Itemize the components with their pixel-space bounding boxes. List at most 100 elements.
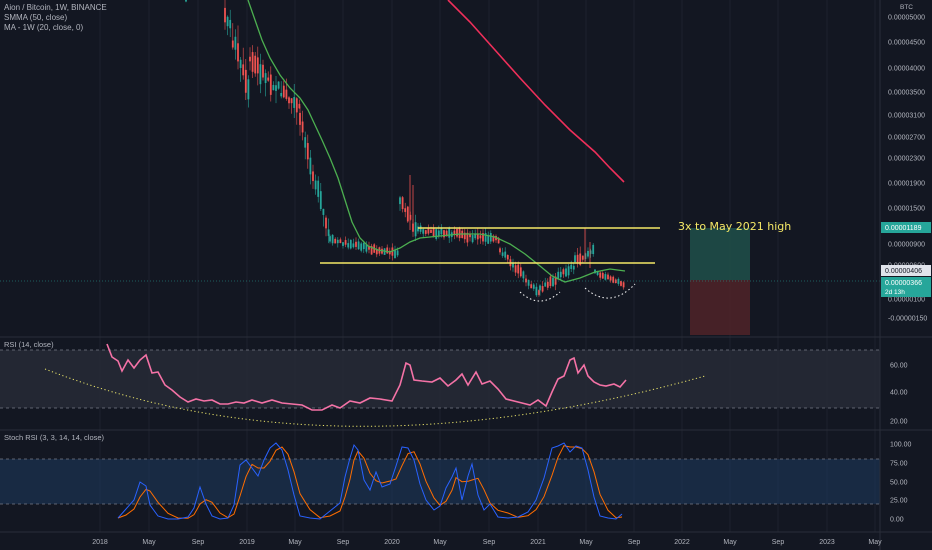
price-axis[interactable]: 0.00005000 0.00004500 0.00004000 0.00003500… — [888, 15, 927, 323]
candle-body — [432, 228, 435, 237]
candle-body — [482, 233, 484, 242]
candle-body — [312, 171, 314, 182]
time-tick-label: May — [142, 539, 156, 546]
candle-body — [512, 262, 514, 268]
candle-body — [306, 143, 309, 160]
candle-body — [474, 234, 477, 239]
stoch-tick-label: 50.00 — [890, 480, 908, 487]
stoch-tick-label: 0.00 — [890, 517, 904, 524]
candle-body — [601, 272, 604, 279]
time-tick-label: Sep — [628, 539, 641, 546]
last2-badge — [881, 277, 931, 297]
candle-body — [492, 235, 495, 242]
currency-label: BTC — [900, 4, 913, 11]
time-tick-label: 2021 — [530, 539, 546, 546]
candles — [185, 0, 625, 297]
candle-body — [589, 250, 592, 254]
candle-body — [525, 278, 527, 283]
candle-body — [259, 64, 262, 85]
candle-body — [544, 282, 547, 287]
candle-body — [399, 197, 401, 205]
target-zone[interactable] — [690, 228, 750, 280]
price-tick-label: 0.00001500 — [888, 206, 925, 213]
legend-title[interactable]: Aion / Bitcoin, 1W, BINANCE — [4, 3, 107, 12]
candle-body — [234, 36, 237, 50]
candle-body — [319, 191, 322, 210]
candle-body — [471, 235, 474, 243]
candle-body — [394, 250, 396, 259]
candle-body — [458, 228, 461, 239]
stop-zone[interactable] — [690, 280, 750, 335]
candle-body — [570, 264, 573, 269]
candle-body — [576, 254, 579, 263]
candle-body — [342, 242, 344, 246]
candle-body — [574, 255, 576, 263]
time-tick-label: Sep — [192, 539, 205, 546]
candle-body — [282, 85, 285, 98]
candle-body — [527, 279, 530, 286]
time-axis[interactable]: 2018 May Sep 2019 May Sep 2020 May Sep 2021 May Sep… — [92, 539, 882, 546]
annotation-text[interactable]: 3x to May 2021 high — [678, 220, 791, 233]
candle-body — [404, 208, 407, 212]
high-badge — [881, 222, 931, 233]
time-tick-label: Sep — [772, 539, 785, 546]
rsi-label[interactable]: RSI (14, close) — [4, 340, 54, 349]
stoch-tick-label: 75.00 — [890, 461, 908, 468]
candle-body — [430, 229, 432, 233]
candle-body — [549, 276, 552, 286]
candle-body — [487, 234, 490, 244]
price-tick-label: 0.00000900 — [888, 242, 925, 249]
candle-body — [360, 243, 363, 251]
stoch-axis[interactable]: 100.00 75.00 50.00 25.00 0.00 — [890, 442, 912, 524]
candle-body — [327, 229, 330, 236]
candle-body — [301, 121, 304, 133]
candle-body — [299, 112, 301, 125]
handle-arc — [584, 283, 636, 299]
candle-body — [277, 81, 280, 89]
candle-body — [538, 290, 540, 295]
candle-body — [579, 253, 582, 265]
candle-body — [554, 276, 557, 285]
candle-body — [499, 248, 501, 253]
candle-body — [552, 277, 554, 287]
candle-body — [541, 286, 544, 292]
candle-body — [489, 233, 492, 242]
legend-smma[interactable]: SMMA (50, close) — [4, 13, 68, 22]
candle-body — [557, 271, 560, 280]
legend: Aion / Bitcoin, 1W, BINANCE SMMA (50, cl… — [4, 3, 107, 33]
candle-body — [581, 255, 584, 260]
candle-body — [314, 180, 317, 190]
candle-body — [572, 265, 575, 270]
candle-body — [331, 234, 334, 244]
candle-body — [239, 59, 242, 68]
time-tick-label: May — [579, 539, 593, 546]
candle-body — [272, 84, 275, 91]
rsi-axis[interactable]: 60.00 40.00 20.00 — [890, 363, 908, 426]
stoch-label[interactable]: Stoch RSI (3, 3, 14, 14, close) — [4, 433, 105, 442]
candle-body — [417, 226, 419, 232]
candle-body — [293, 97, 296, 108]
candle-body — [317, 180, 320, 197]
candle-body — [231, 40, 234, 48]
legend-ma[interactable]: MA - 1W (20, close, 0) — [4, 23, 84, 32]
time-tick-label: May — [433, 539, 447, 546]
rsi-tick-label: 20.00 — [890, 419, 908, 426]
candle-body — [288, 97, 290, 104]
candle-body — [622, 282, 625, 288]
candle-body — [370, 245, 373, 255]
candle-body — [479, 235, 482, 239]
time-tick-label: May — [723, 539, 737, 546]
candle-body — [242, 64, 245, 76]
price-tick-label: 0.00002700 — [888, 135, 925, 142]
candle-body — [532, 284, 535, 289]
price-tick-label: 0.00005000 — [888, 15, 925, 22]
candle-body — [355, 241, 357, 247]
candle-body — [469, 234, 471, 238]
candle-body — [226, 16, 229, 27]
candle-body — [562, 269, 565, 275]
candle-body — [448, 227, 451, 238]
candle-body — [565, 268, 567, 277]
candle-body — [607, 274, 609, 280]
candle-body — [357, 241, 360, 250]
